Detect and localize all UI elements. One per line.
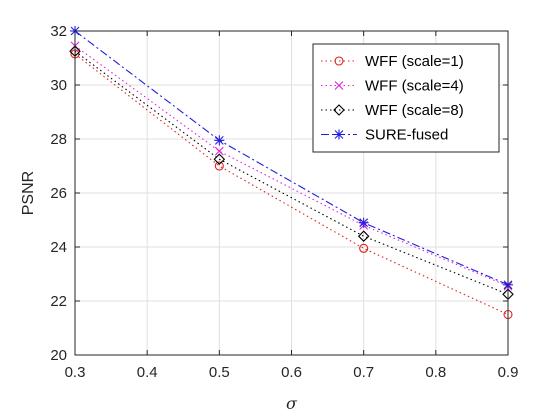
series-3-point [213,153,226,166]
series-1-line [74,53,509,315]
y-axis-label: PSNR [20,171,37,215]
legend-swatch-marker-shape [333,104,345,116]
x-tick-label: 0.5 [209,364,230,381]
series-3-point-shape [357,230,370,242]
legend: WFF (scale=1) WFF (scale=4) WFF (scale=8) S… [312,43,500,153]
series-1-point [359,243,369,253]
x-tick-label: 0.6 [281,364,302,381]
legend-swatch-marker [334,81,344,90]
series-2-line [74,45,509,287]
y-tick-label: 20 [50,347,67,364]
legend-item: SURE-fused [321,127,448,144]
legend-swatch-marker-shape [334,56,344,66]
series-4-point [214,135,225,146]
legend-swatch-marker [334,129,344,140]
x-tick-label: 0.8 [425,364,446,381]
series-4-point [358,217,369,228]
x-tick-label: 0.7 [353,364,374,381]
series-1-point-shape [214,161,224,171]
legend-label: WFF (scale=8) [365,102,464,119]
series-2-point [214,146,224,156]
legend-label: WFF (scale=1) [365,53,464,70]
legend-item: WFF (scale=8) [321,102,464,119]
axis-ticks: 0.3 0.4 0.5 0.6 0.7 0.8 0.9 20 22 24 26 28 30 32 [50,23,518,381]
legend-swatch-marker [333,104,345,116]
x-tick-label: 0.4 [137,364,158,381]
y-tick-label: 28 [50,131,67,148]
legend-label: WFF (scale=4) [365,78,464,95]
y-tick-label: 26 [50,185,67,202]
legend-swatch-marker [334,56,344,66]
x-tick-label: 0.3 [65,364,86,381]
x-axis-label: σ [286,394,298,413]
x-tick-label: 0.9 [498,364,519,381]
legend-label: SURE-fused [365,127,448,144]
series-1-point [214,161,224,171]
y-tick-label: 22 [50,293,67,310]
y-tick-label: 30 [50,77,67,94]
series-3-point-shape [213,153,226,166]
legend-item: WFF (scale=4) [321,78,464,95]
y-tick-label: 24 [50,239,67,256]
series-3-line [74,50,509,295]
legend-item: WFF (scale=1) [321,53,464,70]
y-tick-label: 32 [50,23,67,40]
series-3-point [357,230,370,242]
series-2-point-stroke-b [214,146,224,156]
legend-swatch-marker-stroke-b [334,81,344,90]
series-1-point-shape [359,243,369,253]
